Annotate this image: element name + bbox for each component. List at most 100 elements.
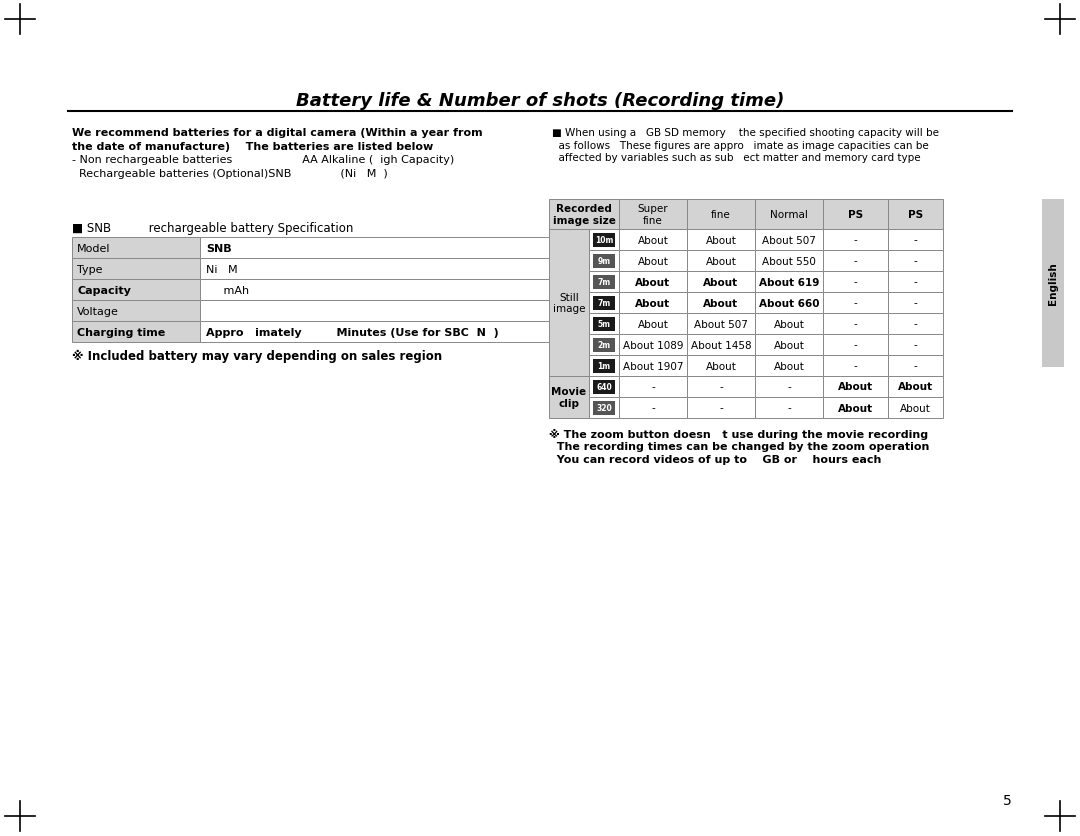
Bar [823,230,888,251]
Text: -: - [719,382,723,392]
Text: The recording times can be changed by the zoom operation: The recording times can be changed by th… [549,441,930,451]
Bar [593,254,615,268]
Text: 7m: 7m [597,298,610,308]
Bar [589,355,619,376]
Text: as follows   These figures are appro   imate as image capacities can be: as follows These figures are appro imate… [552,140,929,150]
Bar [619,355,687,376]
Text: -: - [853,319,858,329]
Text: -: - [914,235,917,245]
Text: Movie
clip: Movie clip [552,387,586,408]
Text: About: About [635,278,671,287]
Bar [687,272,755,293]
Bar [619,200,687,230]
Text: Recorded
image size: Recorded image size [553,204,616,226]
Bar [619,272,687,293]
Text: About: About [773,361,805,371]
Text: About: About [637,319,669,329]
Bar [200,322,561,343]
Bar [823,272,888,293]
Bar [888,334,943,355]
Bar [72,258,200,280]
Text: affected by variables such as sub   ect matter and memory card type: affected by variables such as sub ect ma… [552,153,920,163]
Bar [619,293,687,314]
Text: Rechargeable batteries (Optional)SNB              (Ni   M  ): Rechargeable batteries (Optional)SNB (Ni… [72,168,388,178]
Text: About 1907: About 1907 [623,361,684,371]
Text: 2m: 2m [597,340,610,349]
Bar [589,230,619,251]
Text: 640: 640 [596,383,612,391]
Text: About 550: About 550 [762,256,815,266]
Bar [755,376,823,398]
Bar [687,355,755,376]
Text: About 1089: About 1089 [623,340,684,350]
Text: Normal: Normal [770,210,808,220]
Bar [200,258,561,280]
Bar [549,230,589,376]
Text: Voltage: Voltage [77,306,119,316]
Bar [755,398,823,419]
Bar [687,200,755,230]
Bar [823,376,888,398]
Text: Ni   M: Ni M [206,264,238,274]
Bar [687,293,755,314]
Bar [823,355,888,376]
Bar [619,230,687,251]
Bar [823,398,888,419]
Text: -: - [651,382,654,392]
Text: -: - [914,278,917,287]
Text: 9m: 9m [597,257,610,266]
Bar [755,314,823,334]
Text: Still
image: Still image [553,293,585,314]
Bar [755,334,823,355]
Bar [589,293,619,314]
Text: -: - [914,361,917,371]
Text: -: - [853,298,858,308]
Text: -: - [914,319,917,329]
Text: -: - [853,256,858,266]
Bar [888,272,943,293]
Bar [593,380,615,394]
Bar [200,301,561,322]
Text: About 1458: About 1458 [691,340,752,350]
Bar [823,200,888,230]
Bar [72,322,200,343]
Bar [755,272,823,293]
Bar [593,401,615,415]
Text: -: - [651,403,654,413]
Text: Appro   imately         Minutes (Use for SBC  N  ): Appro imately Minutes (Use for SBC N ) [206,327,499,337]
Text: - Non rechargeable batteries                    AA Alkaline (  igh Capacity): - Non rechargeable batteries AA Alkaline… [72,155,455,165]
Text: About: About [773,340,805,350]
Text: English: English [1048,263,1058,305]
Text: About: About [900,403,931,413]
Text: About: About [705,235,737,245]
Text: About: About [635,298,671,308]
Bar [72,301,200,322]
Bar [755,251,823,272]
Bar [589,398,619,419]
Text: -: - [853,340,858,350]
Text: About 507: About 507 [762,235,815,245]
Text: About 507: About 507 [694,319,748,329]
Bar [888,314,943,334]
Text: About: About [705,256,737,266]
Text: -: - [914,340,917,350]
Bar [549,376,589,419]
Text: PS: PS [908,210,923,220]
Text: -: - [787,403,791,413]
Bar [619,376,687,398]
Text: -: - [853,361,858,371]
Text: Super
fine: Super fine [637,204,669,226]
Bar [755,293,823,314]
Bar [888,251,943,272]
Bar [888,355,943,376]
Bar [593,317,615,331]
Bar [593,338,615,352]
Text: fine: fine [711,210,731,220]
Bar [589,251,619,272]
Text: ■ When using a   GB SD memory    the specified shooting capacity will be: ■ When using a GB SD memory the specifie… [552,128,939,138]
Text: mAh: mAh [206,285,249,295]
Bar [593,275,615,289]
Text: Type: Type [77,264,103,274]
Text: PS: PS [848,210,863,220]
Text: About: About [773,319,805,329]
